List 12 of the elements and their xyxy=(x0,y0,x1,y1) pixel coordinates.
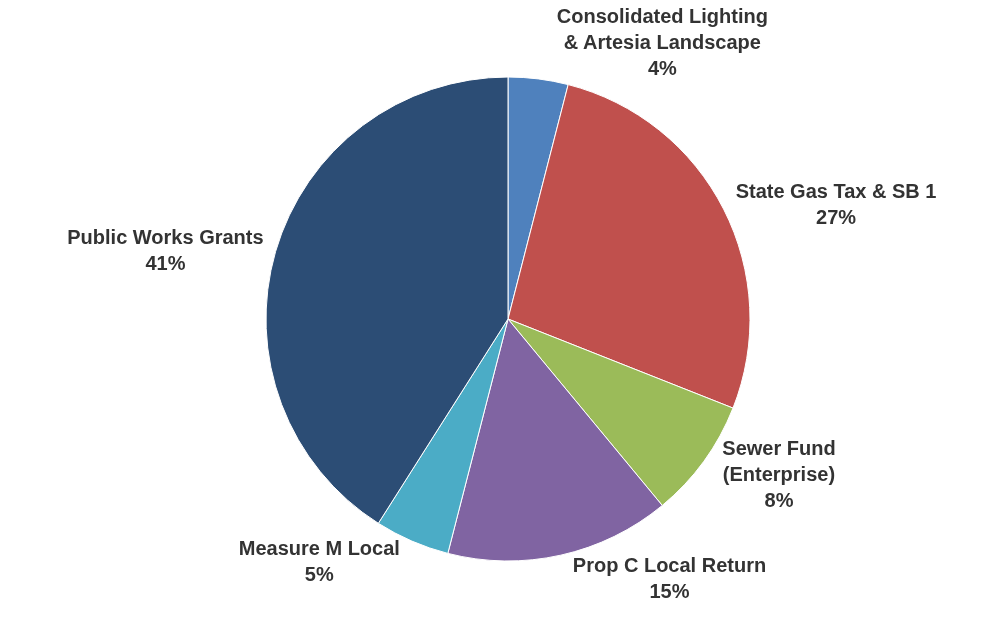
slice-label: Consolidated Lighting & Artesia Landscape xyxy=(556,5,768,54)
data-label: 4% xyxy=(647,57,678,80)
slice-label: State Gas Tax & SB 1 xyxy=(735,180,937,203)
slice-label: Sewer Fund (Enterprise) xyxy=(722,437,836,486)
data-label: 8% xyxy=(764,489,794,512)
slice-label: Prop C Local Return xyxy=(572,554,767,577)
data-label: 15% xyxy=(649,580,690,603)
slice-label: Measure M Local xyxy=(238,537,400,560)
slice-label: Public Works Grants xyxy=(67,225,264,248)
data-label: 5% xyxy=(304,563,334,586)
data-label: 27% xyxy=(816,206,857,229)
data-label: 41% xyxy=(145,251,186,274)
